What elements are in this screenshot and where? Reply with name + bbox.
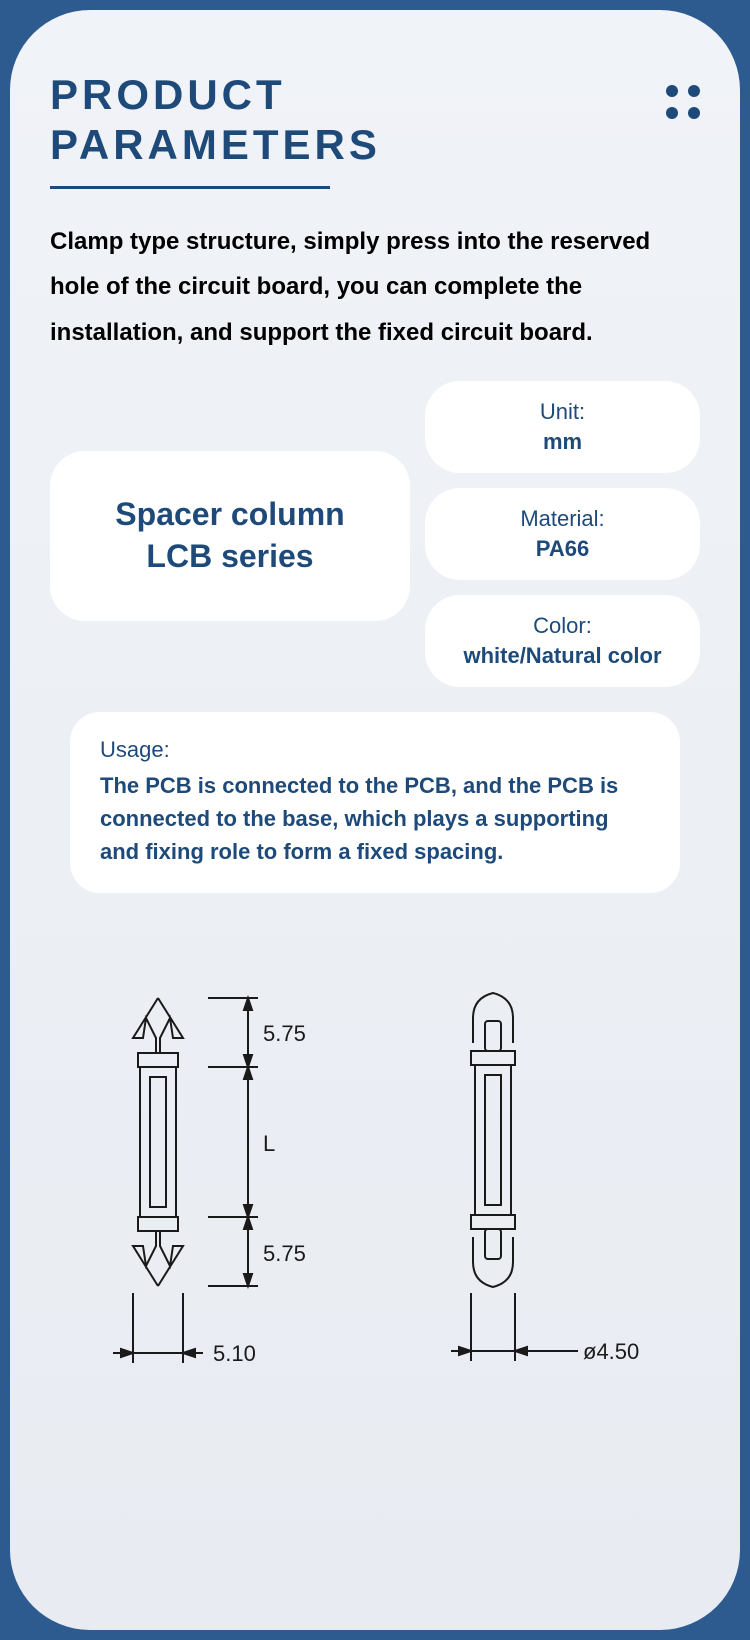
decorative-dots <box>666 85 700 119</box>
title-underline <box>50 186 330 189</box>
material-value: PA66 <box>450 536 675 562</box>
product-name-box: Spacer column LCB series <box>50 451 410 621</box>
dot-icon <box>688 107 700 119</box>
front-view-svg: 5.75 L 5.75 5.10 <box>68 943 368 1423</box>
unit-box: Unit: mm <box>425 381 700 473</box>
front-view-diagram: 5.75 L 5.75 5.10 <box>68 943 368 1428</box>
product-name-line-1: Spacer column <box>115 496 344 532</box>
unit-value: mm <box>450 429 675 455</box>
usage-label: Usage: <box>100 737 650 763</box>
usage-text: The PCB is connected to the PCB, and the… <box>100 769 650 868</box>
dim-diameter: ø4.50 <box>583 1339 639 1364</box>
dim-bottom: 5.75 <box>263 1241 306 1266</box>
dim-top: 5.75 <box>263 1021 306 1046</box>
title-line-2: PARAMETERS <box>50 121 381 168</box>
usage-box: Usage: The PCB is connected to the PCB, … <box>70 712 680 893</box>
dot-icon <box>688 85 700 97</box>
color-box: Color: white/Natural color <box>425 595 700 687</box>
dot-icon <box>666 107 678 119</box>
unit-label: Unit: <box>450 399 675 425</box>
side-view-diagram: ø4.50 <box>403 943 683 1428</box>
dot-icon <box>666 85 678 97</box>
dim-length: L <box>263 1131 275 1156</box>
header: PRODUCT PARAMETERS <box>50 70 700 171</box>
color-label: Color: <box>450 613 675 639</box>
color-value: white/Natural color <box>450 643 675 669</box>
product-name-line-2: LCB series <box>146 538 313 574</box>
side-view-svg: ø4.50 <box>403 943 683 1423</box>
title-line-1: PRODUCT <box>50 71 286 118</box>
material-label: Material: <box>450 506 675 532</box>
dim-width: 5.10 <box>213 1341 256 1366</box>
diagrams-section: 5.75 L 5.75 5.10 <box>50 923 700 1448</box>
product-card: PRODUCT PARAMETERS Clamp type structure,… <box>10 10 740 1630</box>
product-name: Spacer column LCB series <box>115 494 344 577</box>
page-title: PRODUCT PARAMETERS <box>50 70 381 171</box>
specs-column: Unit: mm Material: PA66 Color: white/Nat… <box>425 381 700 687</box>
title-block: PRODUCT PARAMETERS <box>50 70 381 171</box>
info-section: Spacer column LCB series Unit: mm Materi… <box>50 381 700 687</box>
material-box: Material: PA66 <box>425 488 700 580</box>
description-text: Clamp type structure, simply press into … <box>50 219 700 356</box>
